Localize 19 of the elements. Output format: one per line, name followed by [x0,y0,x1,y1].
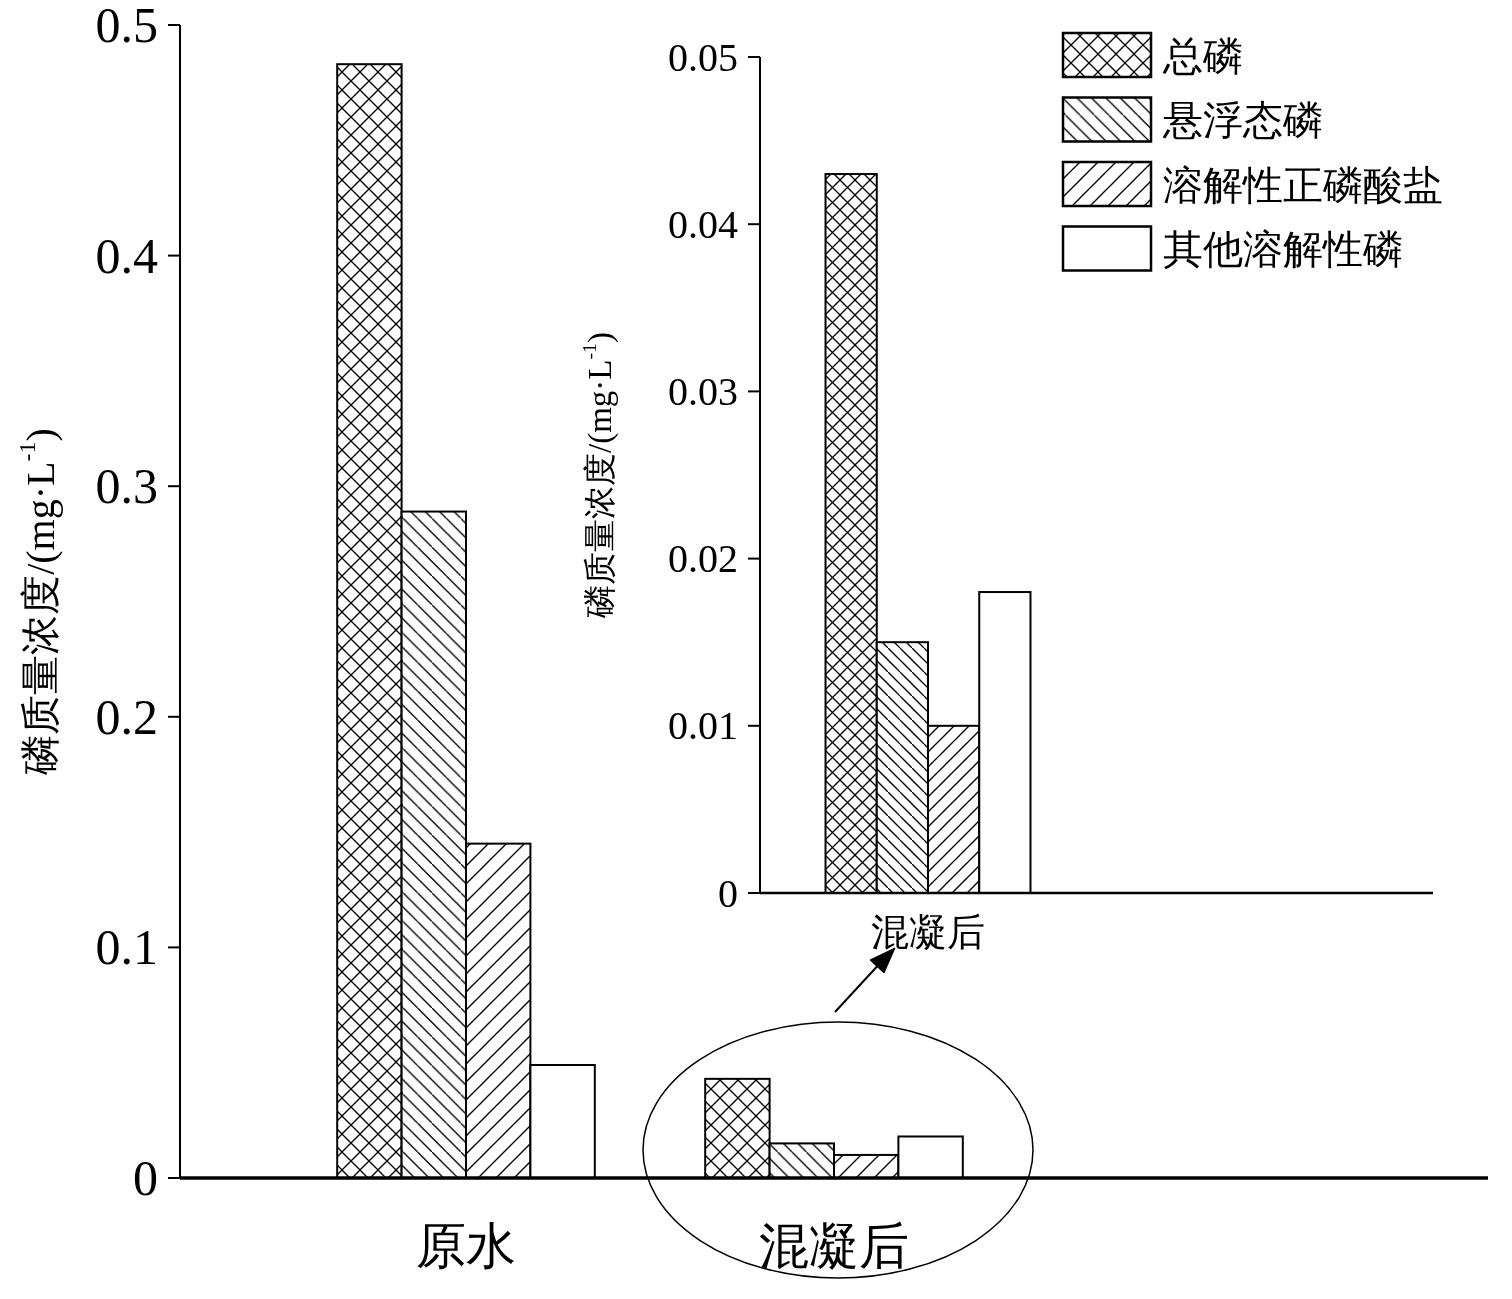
y-tick-label: 0 [133,1150,158,1206]
x-tick-label: 混凝后 [871,911,985,953]
y-tick-label: 0.05 [668,34,738,80]
y-tick-label: 0.3 [95,458,158,515]
legend-label: 总磷 [1162,33,1243,79]
y-tick-label: 0.02 [668,536,738,582]
legend-label: 悬浮态磷 [1162,98,1323,143]
y-tick-label: 0.2 [95,688,158,745]
legend-label: 溶解性正磷酸盐 [1163,162,1443,208]
x-tick-label: 混凝后 [759,1218,909,1274]
y-tick-label: 0.1 [95,919,158,976]
y-tick-label: 0.4 [95,227,158,284]
y-tick-label: 0 [718,870,738,916]
y-tick-label: 0.5 [95,0,158,53]
y-tick-label: 0.04 [668,201,738,247]
legend-label: 其他溶解性磷 [1163,227,1403,272]
y-tick-label: 0.03 [668,368,738,414]
y-tick-label: 0.01 [668,703,738,749]
x-tick-label: 原水 [416,1218,516,1274]
